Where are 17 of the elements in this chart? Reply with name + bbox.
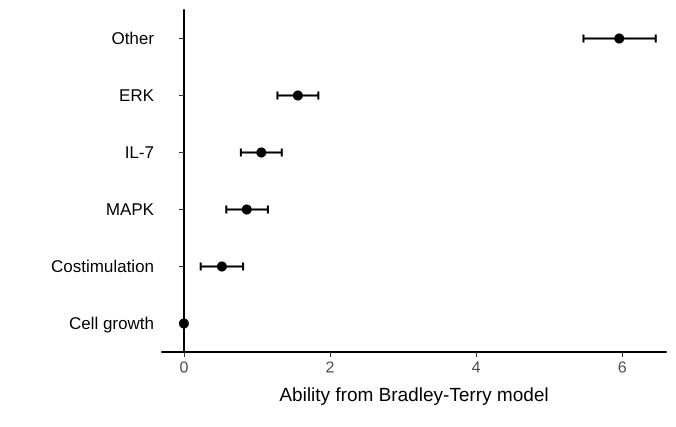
point (614, 34, 624, 44)
x-tick-label: 6 (618, 360, 627, 376)
point (216, 262, 227, 272)
point (256, 148, 266, 158)
x-tick-label: 2 (326, 360, 335, 376)
y-tick-label: Costimulation (51, 257, 154, 276)
x-tick-label: 0 (179, 360, 188, 376)
x-axis-title: Ability from Bradley-Terry model (279, 385, 549, 406)
y-tick-label: IL-7 (124, 143, 154, 162)
point (242, 204, 252, 214)
point (178, 318, 189, 328)
y-tick-label: Other (111, 29, 154, 48)
point (292, 90, 303, 100)
y-tick-label: ERK (119, 86, 155, 105)
y-tick-label: Cell growth (68, 314, 154, 333)
x-tick-label: 4 (472, 360, 481, 376)
y-tick-label: MAPK (106, 200, 155, 219)
